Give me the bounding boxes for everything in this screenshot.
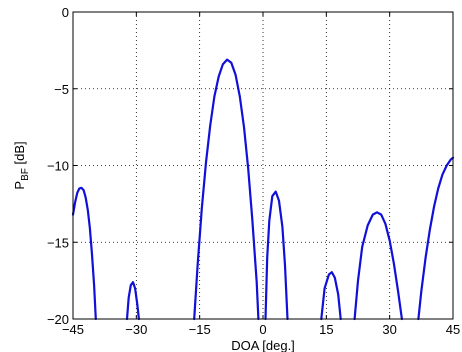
x-tick-label: −30: [125, 322, 147, 337]
y-tick-label: −20: [47, 312, 69, 327]
x-tick-label: −45: [62, 322, 84, 337]
power-curve: [71, 58, 455, 321]
y-tick-label: −10: [47, 159, 69, 174]
curve-segment: [71, 186, 97, 321]
y-axis-label-unit: [dB]: [12, 141, 27, 168]
y-axis-label: PBF [dB]: [12, 141, 31, 189]
x-tick-label: 0: [259, 322, 266, 337]
x-tick-label: 15: [319, 322, 333, 337]
curve-segment: [417, 156, 455, 321]
curve-segment: [125, 281, 140, 321]
y-tick-label: −15: [47, 235, 69, 250]
curve-segment: [193, 58, 260, 321]
axis-ticks: [72, 11, 454, 320]
x-tick-label: 30: [382, 322, 396, 337]
x-tick-labels: −45 −30 −15 0 15 30 45: [62, 322, 460, 337]
curve-segment: [320, 271, 342, 321]
y-axis-label-main: P: [12, 181, 27, 190]
curve-segment: [353, 211, 403, 321]
curve-segment: [264, 190, 289, 321]
y-tick-label: 0: [62, 5, 69, 20]
y-tick-labels: 0 −5 −10 −15 −20: [47, 5, 69, 327]
x-tick-label: 45: [446, 322, 460, 337]
y-axis-label-sub: BF: [20, 168, 31, 181]
x-tick-label: −15: [189, 322, 211, 337]
y-tick-label: −5: [54, 82, 69, 97]
x-axis-label: DOA [deg.]: [231, 338, 295, 352]
